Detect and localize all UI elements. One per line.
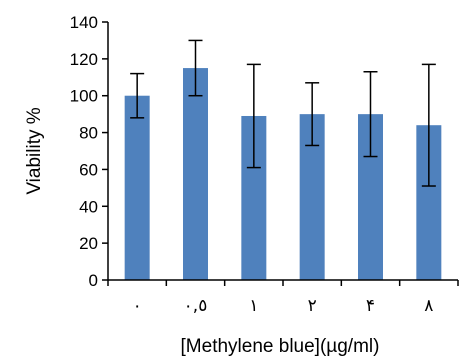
x-tick-label: ۴: [366, 296, 375, 316]
error-bars: [130, 39, 436, 187]
bar: [183, 68, 208, 280]
y-tick-label: 80: [79, 124, 98, 143]
x-axis-ticks: ٠ ٠,٥ ١ ٢ ۴ ٨: [107, 280, 459, 316]
bars: [124, 68, 442, 281]
y-tick-label: 100: [70, 87, 98, 106]
y-tick-label: 60: [79, 160, 98, 179]
x-tick-label: ١: [249, 296, 258, 316]
bar: [124, 95, 150, 280]
y-tick-label: 140: [70, 13, 98, 32]
x-tick-label: ٠: [133, 296, 142, 316]
y-axis-ticks: 0 20 40 60 80 100 120 140: [70, 13, 108, 290]
y-axis-title: Viability %: [24, 107, 45, 194]
x-tick-label: ٠,٥: [184, 296, 208, 316]
x-axis-title: [Methylene blue](µg/ml): [181, 336, 380, 357]
x-tick-label: ٨: [424, 296, 433, 316]
x-tick-label: ٢: [308, 296, 317, 316]
y-tick-label: 120: [70, 50, 98, 69]
y-tick-label: 0: [89, 271, 98, 290]
y-tick-label: 20: [79, 234, 98, 253]
y-tick-label: 40: [79, 197, 98, 216]
